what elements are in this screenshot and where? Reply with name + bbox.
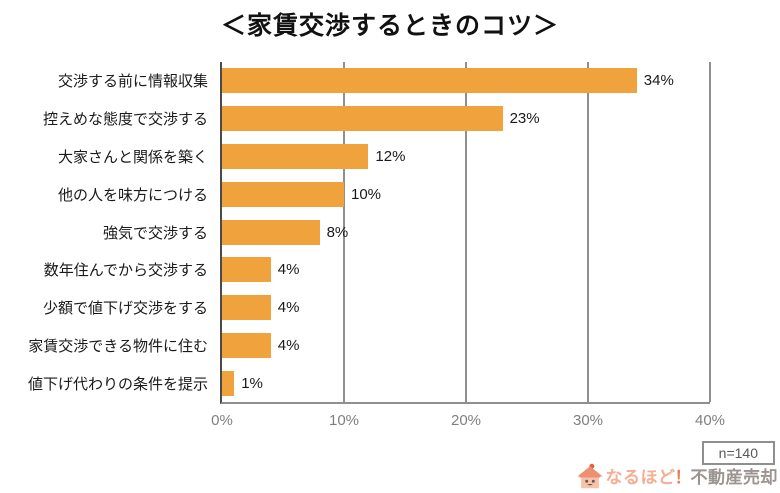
value-label: 4% bbox=[277, 336, 300, 354]
value-label: 4% bbox=[277, 261, 300, 279]
value-label: 34% bbox=[643, 72, 674, 90]
brand-exclamation: ！ bbox=[674, 467, 692, 487]
gridline bbox=[343, 62, 345, 402]
bar bbox=[222, 181, 344, 207]
category-label: 控えめな態度で交渉する bbox=[42, 111, 208, 129]
value-label: 1% bbox=[241, 374, 263, 392]
x-tick-label: 10% bbox=[328, 412, 360, 429]
gridline bbox=[709, 62, 711, 402]
category-label: 数年住んでから交渉する bbox=[43, 262, 208, 280]
bar bbox=[222, 143, 369, 169]
chart-title: ＜家賃交渉するときのコツ＞ bbox=[220, 12, 559, 40]
bar bbox=[222, 68, 637, 94]
category-label: 家賃交渉できる物件に住む bbox=[28, 337, 208, 355]
gridline bbox=[587, 62, 589, 402]
category-label: 少額で値下げ交渉をする bbox=[42, 300, 208, 318]
category-labels: 交渉する前に情報収集控えめな態度で交渉する大家さんと関係を築く 他の人を味方につけ… bbox=[0, 62, 214, 402]
house-icon bbox=[575, 462, 605, 492]
value-label: 23% bbox=[509, 110, 540, 128]
x-axis: 0% 10% 20% 30% 40% bbox=[211, 412, 725, 432]
category-label: 値下げ代わりの条件を提示 bbox=[27, 375, 208, 393]
x-tick-label: 20% bbox=[450, 412, 482, 429]
value-label: 4% bbox=[277, 299, 300, 317]
plot-area: 34% 23% 12% 10% 8% 4% 4% 4% 1% bbox=[220, 62, 711, 404]
bar bbox=[222, 219, 320, 245]
bar bbox=[222, 106, 503, 132]
bar-row: 12% bbox=[222, 138, 710, 176]
value-label: 12% bbox=[375, 147, 406, 165]
bar bbox=[222, 257, 271, 283]
category-label: 他の人を味方につける bbox=[57, 186, 208, 204]
brand-name-main: なるほど bbox=[605, 467, 676, 487]
bar-row: 8% bbox=[222, 213, 710, 251]
value-label: 10% bbox=[351, 185, 382, 203]
sample-size-badge: n=140 bbox=[701, 441, 775, 465]
brand-logo: なるほど ！ 不動産売却 bbox=[575, 462, 779, 492]
bar-row: 1% bbox=[222, 364, 710, 402]
bar-row: 23% bbox=[222, 100, 710, 138]
category-label: 交渉する前に情報収集 bbox=[57, 73, 208, 91]
gridline bbox=[465, 62, 467, 402]
bar bbox=[222, 370, 235, 396]
bar bbox=[222, 332, 271, 358]
x-tick-label: 30% bbox=[572, 412, 604, 429]
bar-row: 4% bbox=[222, 251, 710, 289]
bar-rows: 34% 23% 12% 10% 8% 4% 4% 4% 1% bbox=[222, 62, 710, 402]
x-tick-label: 0% bbox=[211, 412, 233, 429]
bar-row: 4% bbox=[222, 326, 710, 364]
bar bbox=[222, 295, 271, 321]
bar-row: 4% bbox=[222, 289, 710, 327]
x-tick-label: 40% bbox=[694, 412, 726, 429]
category-label: 強気で交渉する bbox=[102, 224, 208, 242]
bar-row: 10% bbox=[222, 175, 710, 213]
brand-name-sub: 不動産売却 bbox=[690, 467, 778, 487]
value-label: 8% bbox=[326, 223, 349, 241]
category-label: 大家さんと関係を築く bbox=[57, 148, 208, 166]
bar-row: 34% bbox=[222, 62, 710, 100]
